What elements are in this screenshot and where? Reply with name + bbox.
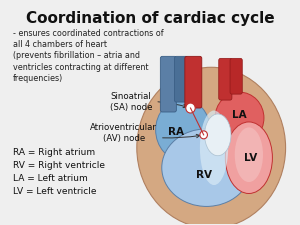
Ellipse shape [215,92,264,144]
FancyBboxPatch shape [160,56,176,112]
FancyBboxPatch shape [185,56,202,108]
Text: RA: RA [168,127,184,137]
Ellipse shape [162,129,251,206]
FancyBboxPatch shape [175,56,188,102]
Text: - ensures coordinated contractions of
all 4 chambers of heart
(prevents fibrilla: - ensures coordinated contractions of al… [13,29,163,83]
Text: Coordination of cardiac cycle: Coordination of cardiac cycle [26,11,274,26]
Ellipse shape [200,110,228,185]
Text: RA = Right atrium
RV = Right ventricle
LA = Left atrium
LV = Left ventricle: RA = Right atrium RV = Right ventricle L… [13,148,104,196]
Ellipse shape [137,67,286,225]
Text: Atrioventricular
(AV) node: Atrioventricular (AV) node [90,123,200,143]
Text: RV: RV [196,170,212,180]
Ellipse shape [225,122,272,194]
Ellipse shape [200,131,207,139]
FancyBboxPatch shape [219,58,232,100]
Ellipse shape [156,99,210,161]
Ellipse shape [235,127,263,182]
Text: Sinoatrial
(SA) node: Sinoatrial (SA) node [110,92,187,112]
FancyBboxPatch shape [230,58,242,94]
Text: LA: LA [232,110,247,120]
Ellipse shape [205,114,231,156]
Text: LV: LV [244,153,257,163]
Ellipse shape [186,103,195,113]
